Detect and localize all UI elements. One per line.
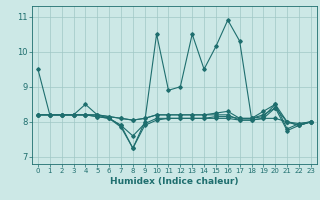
X-axis label: Humidex (Indice chaleur): Humidex (Indice chaleur) xyxy=(110,177,239,186)
